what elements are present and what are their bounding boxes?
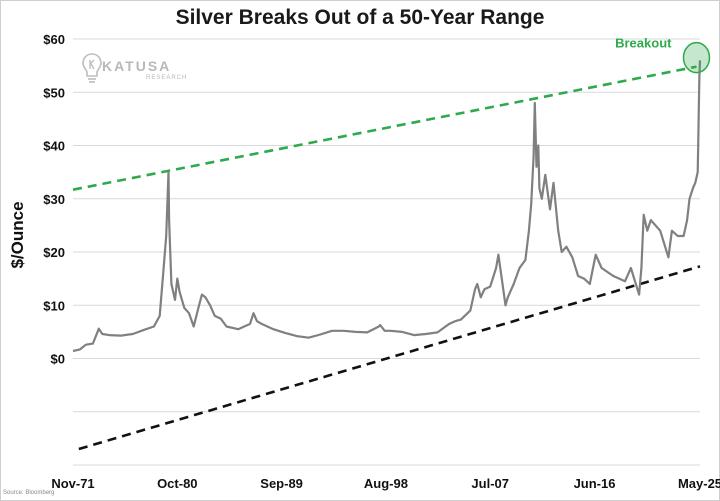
x-tick-label: Sep-89 — [260, 476, 303, 491]
katusa-logo: KATUSA RESEARCH — [82, 52, 186, 86]
y-tick-label: $40 — [43, 139, 65, 154]
breakout-label: Breakout — [615, 36, 672, 51]
x-tick-label: Jun-16 — [574, 476, 616, 491]
axis-labels: $60 $50 $40 $30 $20 $10 $0 Nov-71 Oct-80 Sep-89 Au… — [43, 32, 720, 491]
x-tick-label: Oct-80 — [157, 476, 197, 491]
y-tick-label: $50 — [43, 85, 65, 100]
x-tick-label: May-25 — [678, 476, 720, 491]
y-tick-label: $30 — [43, 192, 65, 207]
y-tick-label: $20 — [43, 245, 65, 260]
logo-name: KATUSA — [102, 58, 172, 74]
x-tick-label: Aug-98 — [364, 476, 408, 491]
y-tick-label: $10 — [43, 298, 65, 313]
y-tick-label: $60 — [43, 32, 65, 47]
chart-title: Silver Breaks Out of a 50-Year Range — [175, 6, 545, 29]
logo-subtitle: RESEARCH — [146, 75, 188, 81]
upper-trendline — [72, 65, 697, 191]
gridlines — [73, 38, 700, 466]
price-series — [72, 60, 702, 353]
y-tick-label: $0 — [51, 352, 65, 367]
annotations: Breakout — [615, 36, 711, 74]
silver-price-line — [72, 60, 702, 353]
x-tick-label: Jul-07 — [471, 476, 509, 491]
lower-trendline — [78, 265, 701, 451]
breakout-highlight-circle — [682, 41, 711, 74]
x-tick-label: Nov-71 — [51, 476, 94, 491]
source-note: Source: Bloomberg — [3, 490, 55, 496]
lightbulb-icon — [82, 53, 102, 83]
trendlines — [72, 65, 701, 451]
